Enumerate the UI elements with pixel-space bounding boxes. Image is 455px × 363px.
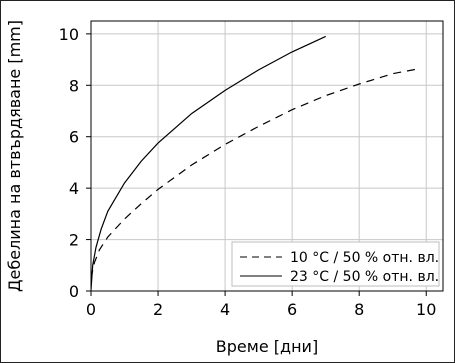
x-axis-title: Време [дни] [216, 337, 318, 356]
axis-ticks: 0 2 4 6 8 10 0 2 4 6 8 10 [59, 25, 437, 319]
legend-label-series-0: 10 °C / 50 % отн. вл. [290, 250, 439, 266]
x-tick-label-5: 10 [416, 300, 436, 319]
y-tick-label-5: 10 [59, 25, 79, 44]
plot-area [90, 20, 444, 292]
x-tick-label-3: 6 [287, 300, 297, 319]
x-tick-label-2: 4 [220, 300, 230, 319]
y-tick-label-2: 4 [69, 179, 79, 198]
y-tick-label-3: 6 [69, 128, 79, 147]
y-axis-title: Дебелина на втвърдяване [mm] [5, 20, 24, 292]
x-tick-label-1: 2 [153, 300, 163, 319]
legend-box [231, 241, 440, 287]
series-line-0 [91, 68, 420, 279]
legend: 10 °C / 50 % отн. вл. 23 °C / 50 % отн. … [231, 241, 440, 287]
y-tick-label-4: 8 [69, 76, 79, 95]
series-line-1 [91, 35, 326, 290]
y-tick-label-1: 2 [69, 231, 79, 250]
y-tick-label-0: 0 [69, 282, 79, 301]
x-tick-label-0: 0 [86, 300, 96, 319]
series-group [91, 35, 420, 290]
x-tick-label-4: 8 [354, 300, 364, 319]
legend-label-series-1: 23 °C / 50 % отн. вл. [290, 269, 439, 285]
